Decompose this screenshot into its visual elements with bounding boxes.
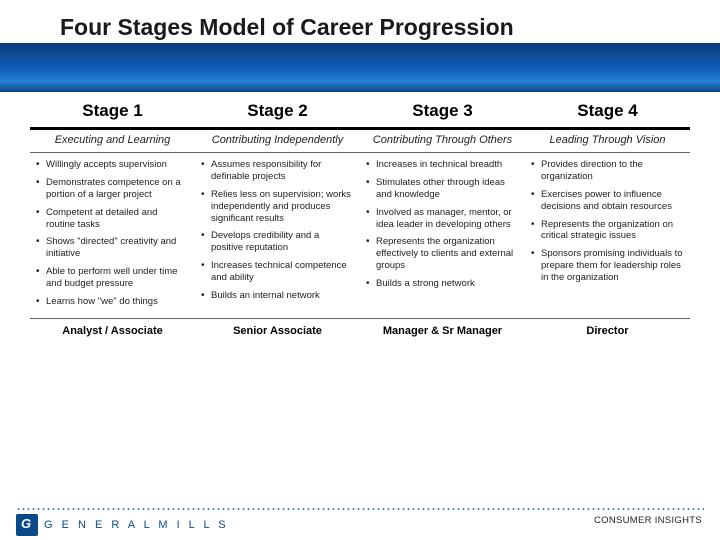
bullet-item: Builds a strong network bbox=[366, 278, 519, 290]
bullet-item: Increases in technical breadth bbox=[366, 159, 519, 171]
stage-bullets-1: Willingly accepts supervision Demonstrate… bbox=[30, 153, 195, 319]
company-logo: G E N E R A L M I L L S bbox=[16, 514, 229, 536]
stage-head-2: Stage 2 bbox=[195, 95, 360, 129]
bullet-item: Represents the organization effectively … bbox=[366, 236, 519, 272]
bullet-item: Develops credibility and a positive repu… bbox=[201, 230, 354, 254]
bullet-item: Stimulates other through ideas and knowl… bbox=[366, 177, 519, 201]
logo-mark-icon bbox=[16, 514, 38, 536]
bullet-item: Willingly accepts supervision bbox=[36, 159, 189, 171]
footer-divider-dots bbox=[16, 508, 704, 510]
company-name: G E N E R A L M I L L S bbox=[44, 519, 229, 531]
stage-subtitle-row: Executing and Learning Contributing Inde… bbox=[30, 129, 690, 153]
stage-role-row: Analyst / Associate Senior Associate Man… bbox=[30, 318, 690, 343]
bullet-item: Exercises power to influence decisions a… bbox=[531, 189, 684, 213]
bullet-item: Competent at detailed and routine tasks bbox=[36, 207, 189, 231]
stage-role-1: Analyst / Associate bbox=[30, 318, 195, 343]
page-title: Four Stages Model of Career Progression bbox=[60, 14, 514, 41]
stage-subtitle-3: Contributing Through Others bbox=[360, 129, 525, 153]
stages-table: Stage 1 Stage 2 Stage 3 Stage 4 Executin… bbox=[30, 95, 690, 343]
bullet-item: Shows "directed" creativity and initiati… bbox=[36, 236, 189, 260]
stage-head-4: Stage 4 bbox=[525, 95, 690, 129]
bullet-item: Relies less on supervision; works indepe… bbox=[201, 189, 354, 225]
footer: G E N E R A L M I L L S CONSUMER INSIGHT… bbox=[0, 494, 720, 540]
bullet-item: Provides direction to the organization bbox=[531, 159, 684, 183]
stage-head-3: Stage 3 bbox=[360, 95, 525, 129]
stage-head-row: Stage 1 Stage 2 Stage 3 Stage 4 bbox=[30, 95, 690, 129]
bullet-item: Represents the organization on critical … bbox=[531, 219, 684, 243]
stage-bullets-2: Assumes responsibility for definable pro… bbox=[195, 153, 360, 319]
bullet-item: Learns how "we" do things bbox=[36, 296, 189, 308]
stage-subtitle-2: Contributing Independently bbox=[195, 129, 360, 153]
stages-table-wrap: Stage 1 Stage 2 Stage 3 Stage 4 Executin… bbox=[30, 95, 690, 343]
stage-bullets-3: Increases in technical breadth Stimulates… bbox=[360, 153, 525, 319]
stage-role-2: Senior Associate bbox=[195, 318, 360, 343]
bullet-item: Builds an internal network bbox=[201, 290, 354, 302]
bullet-item: Assumes responsibility for definable pro… bbox=[201, 159, 354, 183]
bullet-item: Sponsors promising individuals to prepar… bbox=[531, 248, 684, 284]
department-label: CONSUMER INSIGHTS bbox=[594, 515, 702, 526]
stage-head-1: Stage 1 bbox=[30, 95, 195, 129]
bullet-item: Able to perform well under time and budg… bbox=[36, 266, 189, 290]
stage-role-3: Manager & Sr Manager bbox=[360, 318, 525, 343]
stage-bullets-4: Provides direction to the organization Ex… bbox=[525, 153, 690, 319]
slide: Four Stages Model of Career Progression … bbox=[0, 0, 720, 540]
stage-role-4: Director bbox=[525, 318, 690, 343]
bullet-item: Increases technical competence and abili… bbox=[201, 260, 354, 284]
stage-subtitle-4: Leading Through Vision bbox=[525, 129, 690, 153]
bullet-item: Demonstrates competence on a portion of … bbox=[36, 177, 189, 201]
stage-bullets-row: Willingly accepts supervision Demonstrate… bbox=[30, 153, 690, 319]
bullet-item: Involved as manager, mentor, or idea lea… bbox=[366, 207, 519, 231]
stage-subtitle-1: Executing and Learning bbox=[30, 129, 195, 153]
